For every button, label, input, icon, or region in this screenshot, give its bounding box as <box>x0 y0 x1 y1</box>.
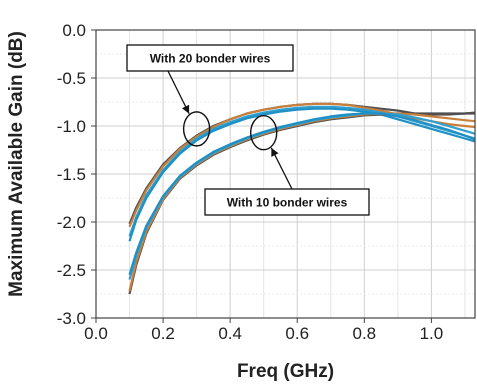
annotation-arrowhead <box>271 147 279 157</box>
y-tick-label: -2.5 <box>57 261 86 280</box>
x-tick-label: 0.4 <box>218 324 242 343</box>
series-line-8 <box>128 112 476 276</box>
series-layer <box>128 102 476 295</box>
annotation-arrowhead <box>181 104 190 114</box>
annotation-box <box>204 188 370 216</box>
x-tick-label: 0.2 <box>151 324 175 343</box>
annotation-label: With 10 bonder wires <box>227 196 348 210</box>
annotation-box <box>126 44 294 72</box>
annotation-circle <box>249 115 278 151</box>
y-axis-label: Maximum Available Gain (dB) <box>6 31 27 297</box>
x-axis-label: Freq (GHz) <box>237 361 334 382</box>
x-tick-label: 0.8 <box>352 324 376 343</box>
annotation-circle <box>182 111 211 147</box>
y-tick-label: -2.0 <box>57 213 86 232</box>
x-tick-label: 0.0 <box>84 324 108 343</box>
annotation-layer: With 20 bonder wires With 10 bonder wires <box>126 44 370 216</box>
x-tick-label: 0.6 <box>285 324 309 343</box>
series-line-4 <box>128 107 476 242</box>
y-tick-label: -0.5 <box>57 69 86 88</box>
grid <box>95 29 475 319</box>
y-tick-label: -1.0 <box>57 117 86 136</box>
y-tick-label: -3.0 <box>57 309 86 328</box>
y-tick-label: -1.5 <box>57 165 86 184</box>
y-tick-label: 0.0 <box>62 21 86 40</box>
x-tick-label: 1.0 <box>420 324 444 343</box>
tick-layer: 0.0 0.2 0.4 0.6 0.8 1.0 0.0 -0.5 -1.0 -1.5 -2.0 -2.… <box>57 21 444 343</box>
annotation-label: With 20 bonder wires <box>150 52 271 66</box>
